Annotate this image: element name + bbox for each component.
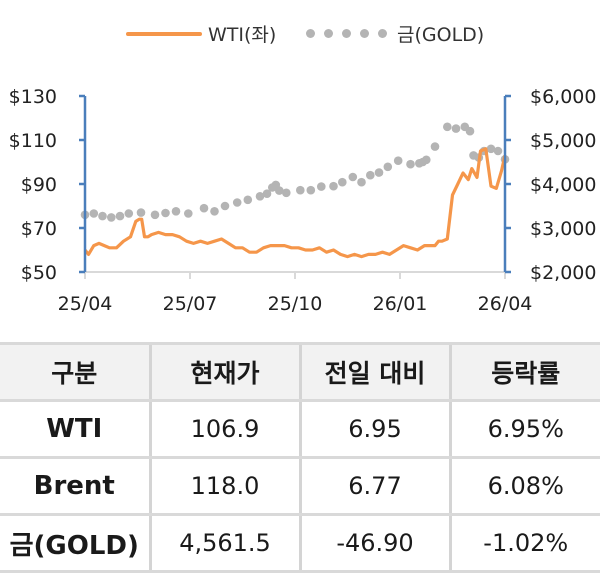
gold-point [115,211,125,221]
price-chart: $50 $70 $90 $110 $130 $2,000 $3,000 $4,000 $5,0… [9,86,597,315]
legend-item-gold: 금(GOLD) [306,20,484,47]
legend-line-swatch [126,31,202,36]
gold-point [124,209,134,218]
left-tick-label: $70 [21,218,57,240]
right-tick-label: $4,000 [530,174,596,196]
legend-label-wti: WTI(좌) [208,24,277,46]
table-row: 금(GOLD) 4,561.5 -46.90 -1.02% [0,513,600,573]
legend-item-wti: WTI(좌) [126,20,276,47]
gold-point [296,185,305,195]
row-price: 118.0 [148,456,300,516]
left-tick-label: $50 [21,262,57,284]
gold-point [451,124,461,133]
gold-point [136,208,146,217]
gold-point [306,185,316,195]
wti-series [83,147,507,259]
x-tick-label: 26/04 [478,293,533,315]
gold-point [338,177,347,187]
header-category: 구분 [0,342,150,402]
gold-point [422,155,431,165]
table-row: Brent 118.0 6.77 6.08% [0,456,600,516]
right-y-axis: $2,000 $3,000 $4,000 $5,000 $6,000 [503,86,596,284]
gold-point [220,201,230,211]
row-pct: 6.08% [448,456,600,516]
price-table: 구분 현재가 전일 대비 등락률 WTI 106.9 6.95 6.95% Br… [0,342,600,573]
gold-point [465,126,475,136]
row-price: 106.9 [148,399,300,459]
gold-point [275,186,284,195]
gold-point [348,172,358,182]
row-pct: 6.95% [448,399,600,459]
left-tick-label: $130 [9,86,57,108]
gold-point [486,144,496,154]
legend-dots-swatch [306,29,387,38]
gold-series [80,122,510,222]
gold-point [210,207,219,216]
gold-point [184,209,193,218]
x-tick-label: 25/04 [58,293,113,315]
header-price: 현재가 [148,342,300,402]
gold-point [430,142,440,151]
row-change: -46.90 [298,513,450,573]
gold-point [107,213,116,222]
gold-point [255,192,265,201]
gold-point [171,207,181,216]
gold-point [232,198,242,207]
row-name: Brent [0,456,150,516]
gold-point [393,156,403,165]
right-tick-label: $2,000 [530,262,596,284]
row-pct: -1.02% [448,513,600,573]
gold-point [98,211,107,221]
row-change: 6.95 [298,399,450,459]
gold-point [406,159,415,169]
right-tick-label: $6,000 [530,86,596,108]
x-tick-label: 25/10 [268,293,323,315]
gold-point [89,209,99,218]
gold-point [150,210,160,220]
gold-point [374,168,384,177]
gold-point [243,195,253,205]
gold-point [161,208,170,218]
row-name: 금(GOLD) [0,513,150,573]
row-change: 6.77 [298,456,450,516]
table-header-row: 구분 현재가 전일 대비 등락률 [0,342,600,402]
gold-point [329,181,338,191]
gold-point [317,182,326,191]
x-tick-label: 26/01 [373,293,428,315]
x-tick-label: 25/07 [163,293,218,315]
gold-point [262,189,272,198]
gold-point [493,146,503,156]
header-pct: 등락률 [448,342,600,402]
row-name: WTI [0,399,150,459]
gold-point [443,122,452,132]
left-tick-label: $110 [9,130,57,152]
row-price: 4,561.5 [148,513,300,573]
x-axis-labels: 25/04 25/07 25/10 26/01 26/04 [58,293,533,315]
left-tick-label: $90 [21,174,57,196]
gold-point [282,188,291,198]
gold-point [357,177,366,187]
right-tick-label: $5,000 [530,130,596,152]
header-change: 전일 대비 [298,342,450,402]
right-tick-label: $3,000 [530,218,596,240]
chart-legend: WTI(좌) 금(GOLD) [0,20,600,50]
gold-point [199,203,209,213]
gold-point [366,170,375,180]
table-row: WTI 106.9 6.95 6.95% [0,399,600,459]
legend-label-gold: 금(GOLD) [397,24,485,46]
left-y-axis: $50 $70 $90 $110 $130 [9,86,87,284]
x-axis-ticks [84,272,506,279]
gold-point [383,162,393,172]
